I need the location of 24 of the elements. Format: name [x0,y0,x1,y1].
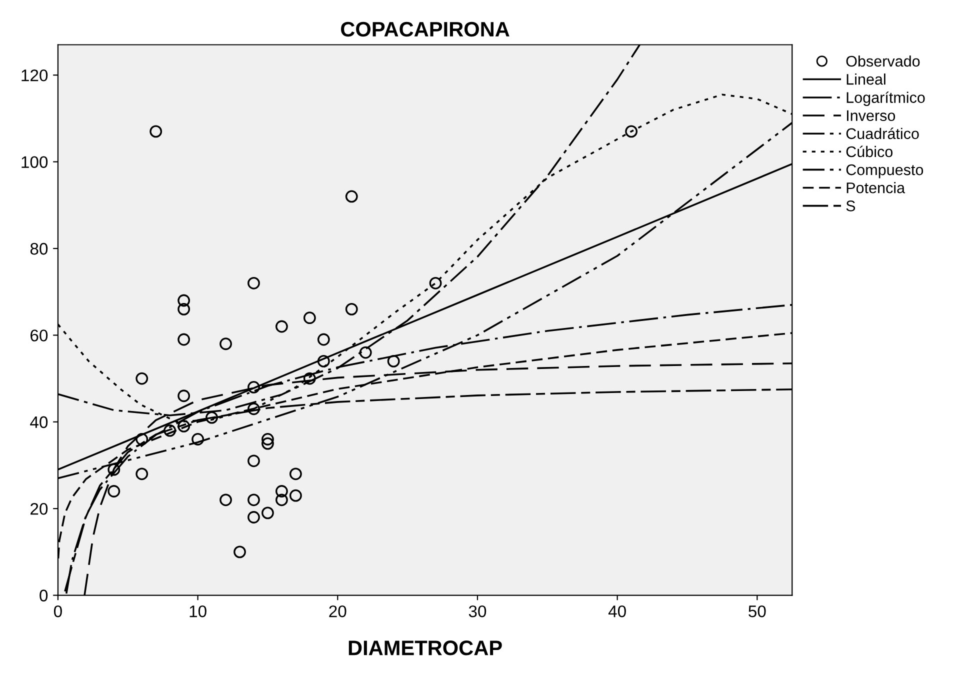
y-tick-label: 120 [22,69,48,82]
y-tick-label: 80 [30,242,48,255]
x-tick-label: 50 [748,605,766,618]
legend-label: S [846,200,856,212]
y-tick-label: 20 [30,502,48,515]
y-tick-label: 0 [40,590,48,602]
legend-label: Cúbico [846,146,893,158]
legend-label: Potencia [846,182,906,194]
x-tick-label: 0 [54,605,62,618]
x-tick-label: 30 [468,605,486,618]
x-tick-label: 10 [190,605,206,618]
x-tick-label: 40 [608,605,626,618]
legend-label: Lineal [846,74,886,85]
y-tick-label: 100 [22,156,48,168]
legend-label: Compuesto [846,164,924,178]
x-tick-label: 20 [329,605,346,618]
legend-label: Logarítmico [846,92,925,106]
x-axis-title: DIAMETROCAP [348,640,502,656]
legend-label: Cuadrático [846,128,919,140]
legend-label: Observado [846,55,920,67]
y-tick-label: 40 [30,416,48,428]
y-tick-label: 60 [30,330,48,342]
chart-title: COPACAPIRONA [341,22,510,37]
legend-label: Inverso [847,110,896,122]
